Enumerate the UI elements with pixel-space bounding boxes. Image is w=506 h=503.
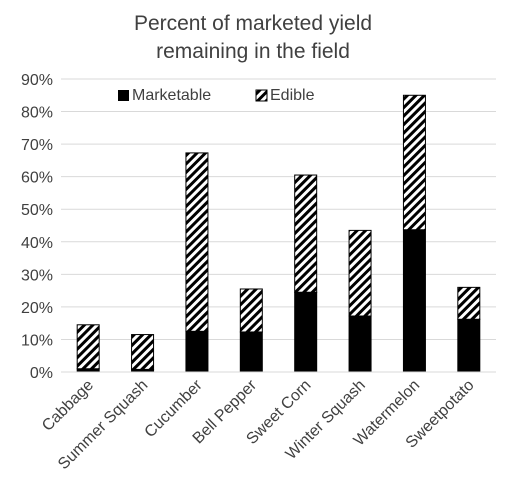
y-tick-label: 60% — [21, 170, 53, 187]
bar-marketable — [185, 330, 209, 373]
y-axis-tick-labels: 0% 10% 20% 30% 40% 50% 60% 70% 80% 90% — [21, 72, 53, 382]
y-tick-label: 50% — [21, 202, 53, 219]
legend-label-edible: Edible — [270, 87, 315, 104]
legend-label-marketable: Marketable — [132, 87, 211, 104]
legend: Marketable Edible — [118, 87, 315, 104]
bar-edible — [239, 288, 263, 333]
y-tick-label: 0% — [30, 365, 53, 382]
bar-edible — [402, 94, 426, 231]
bar-marketable — [348, 315, 372, 373]
y-tick-label: 70% — [21, 137, 53, 154]
bar-edible — [457, 286, 481, 320]
y-tick-label: 80% — [21, 105, 53, 122]
bar-edible — [131, 334, 155, 370]
legend-swatch-edible — [255, 89, 268, 102]
bar-edible — [76, 324, 100, 370]
y-tick-label: 10% — [21, 332, 53, 349]
legend-swatch-marketable — [118, 90, 129, 101]
y-tick-label: 40% — [21, 235, 53, 252]
chart-title-line-2: remaining in the field — [156, 40, 350, 63]
gridlines — [61, 78, 496, 340]
bar-marketable — [239, 331, 263, 373]
bar-marketable — [457, 318, 481, 373]
bar-marketable — [294, 291, 318, 373]
y-tick-label: 90% — [21, 72, 53, 89]
y-tick-label: 30% — [21, 267, 53, 284]
x-tick-label: Cabbage — [39, 377, 97, 435]
bars — [76, 94, 481, 373]
bar-marketable — [402, 229, 426, 373]
bar-edible — [348, 229, 372, 317]
bar-edible — [185, 152, 209, 332]
y-tick-label: 20% — [21, 300, 53, 317]
chart-title-line-1: Percent of marketed yield — [134, 12, 372, 35]
bar-edible — [294, 174, 318, 293]
